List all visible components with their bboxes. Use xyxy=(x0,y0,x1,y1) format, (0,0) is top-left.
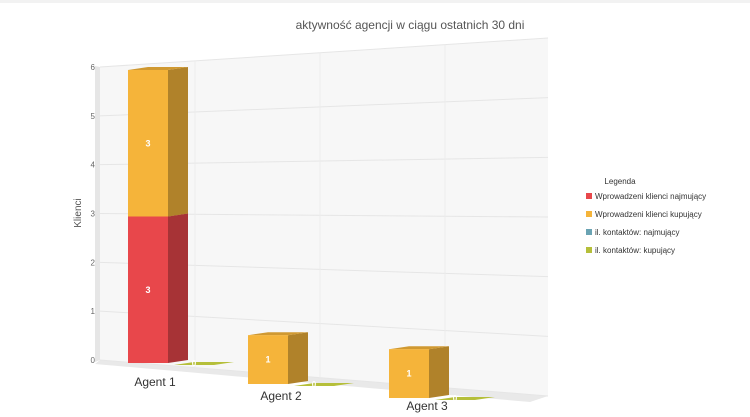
data-label: 0 xyxy=(453,394,458,403)
bar-top xyxy=(174,362,234,365)
y-tick-label: 1 xyxy=(91,307,96,316)
bar-top xyxy=(435,397,495,400)
y-tick-label: 5 xyxy=(91,112,96,121)
legend-swatch xyxy=(586,229,592,235)
back-wall xyxy=(100,38,548,396)
bar-side xyxy=(168,67,188,217)
chart-title: aktywność agencji w ciągu ostatnich 30 d… xyxy=(296,18,525,32)
data-label: 0 xyxy=(192,359,197,368)
bar-top xyxy=(294,383,354,386)
data-label: 3 xyxy=(145,138,150,148)
data-label: 1 xyxy=(265,355,270,365)
legend-item: Wprowadzeni klienci kupujący xyxy=(595,210,702,219)
legend-title: Legenda xyxy=(604,177,636,186)
x-tick-label: Agent 3 xyxy=(406,399,448,413)
bar-top xyxy=(389,346,449,350)
data-label: 3 xyxy=(145,285,150,295)
gridline-h xyxy=(99,359,549,397)
y-tick-label: 6 xyxy=(91,63,96,72)
bar-top xyxy=(128,67,188,70)
legend-item: il. kontaktów: najmujący xyxy=(595,228,679,237)
bars: 3 3 0 1 0 1 0 xyxy=(128,67,495,403)
bar-front xyxy=(128,216,168,363)
gridline-h xyxy=(99,37,549,68)
bar-front xyxy=(389,349,429,398)
bar-zero: 0 xyxy=(294,380,354,389)
y-tick-label: 2 xyxy=(91,258,96,267)
legend-swatch xyxy=(586,193,592,199)
bar-segment: 1 xyxy=(248,332,308,384)
legend-item: il. kontaktów: kupujący xyxy=(595,246,675,255)
bar-side xyxy=(168,213,188,363)
y-tick-label: 4 xyxy=(91,161,96,170)
bar-front xyxy=(248,335,288,384)
bar-side xyxy=(429,346,449,398)
legend-swatch xyxy=(586,211,592,217)
bar-zero: 0 xyxy=(174,359,234,368)
bar-zero: 0 xyxy=(435,394,495,403)
legend: Legenda Wprowadzeni klienci najmujący Wpr… xyxy=(586,177,706,255)
legend-item: Wprowadzeni klienci najmujący xyxy=(595,192,706,201)
bar-segment: 3 xyxy=(128,213,188,363)
data-label: 1 xyxy=(406,369,411,379)
y-tick-label: 3 xyxy=(91,210,96,219)
data-label: 0 xyxy=(312,380,317,389)
legend-swatch xyxy=(586,247,592,253)
y-axis-ticks: 0 1 2 3 4 5 6 xyxy=(91,63,96,365)
x-tick-label: Agent 1 xyxy=(134,375,176,389)
bar-segment: 3 xyxy=(128,67,188,217)
bar-side xyxy=(288,332,308,384)
y-tick-label: 0 xyxy=(91,356,96,365)
category-labels: Agent 1 Agent 2 Agent 3 xyxy=(134,375,448,413)
bar-front xyxy=(128,70,168,217)
bar-segment: 1 xyxy=(389,346,449,398)
bar-top xyxy=(248,332,308,336)
x-tick-label: Agent 2 xyxy=(260,389,302,403)
side-wall xyxy=(95,66,100,362)
top-border xyxy=(0,0,750,3)
y-axis-label: Klienci xyxy=(73,198,84,227)
